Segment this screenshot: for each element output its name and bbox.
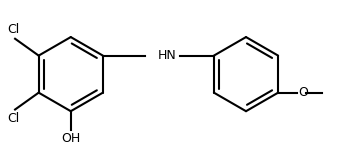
Text: O: O — [298, 86, 308, 99]
Text: Cl: Cl — [7, 23, 20, 36]
Text: Cl: Cl — [7, 112, 20, 125]
Text: HN: HN — [157, 49, 176, 62]
Text: OH: OH — [61, 132, 81, 145]
